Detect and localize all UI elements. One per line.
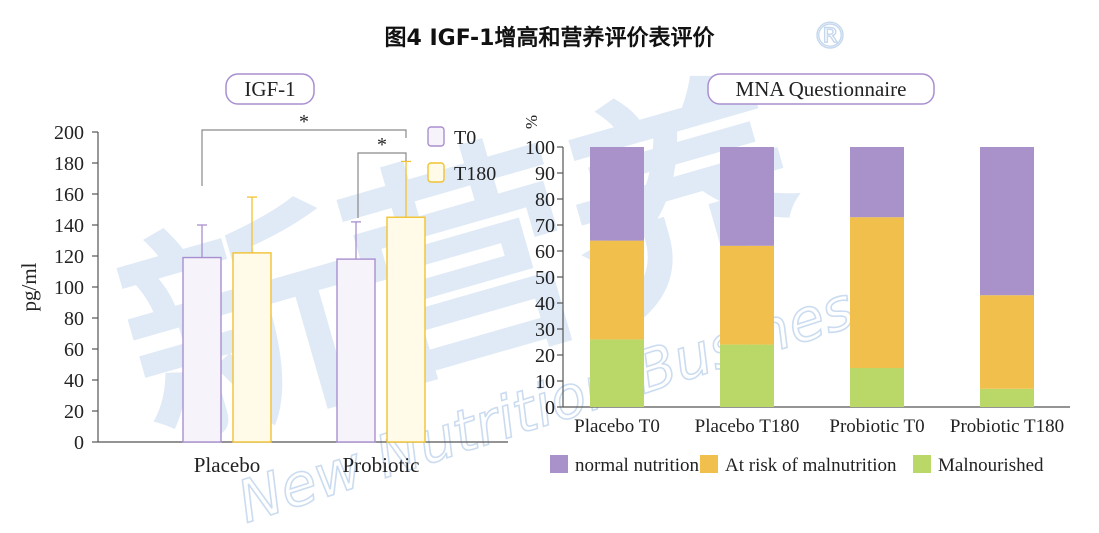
mna-y-axis-label: % (522, 115, 541, 129)
mna-bar-segment (590, 147, 644, 241)
igf1-y-tick-label: 0 (74, 432, 84, 454)
igf1-y-tick-label: 100 (54, 277, 84, 299)
mna-y-tick-label: 80 (535, 189, 555, 211)
mna-bar-segment (980, 147, 1034, 296)
mna-legend-label: normal nutrition (575, 455, 700, 476)
mna-y-tick-label: 0 (545, 397, 555, 419)
mna-legend-label: Malnourished (938, 455, 1044, 476)
igf1-title: IGF-1 (244, 77, 295, 101)
mna-bar-segment (590, 339, 644, 407)
igf1-y-tick-label: 80 (64, 308, 84, 330)
igf1-significance-star: * (377, 134, 387, 156)
igf1-bar (182, 256, 222, 443)
mna-bar-segment (850, 368, 904, 407)
mna-legend-swatch (913, 455, 931, 473)
mna-category-label: Probiotic T0 (829, 416, 924, 437)
mna-legend-label: At risk of malnutrition (725, 455, 897, 476)
igf1-bar (386, 216, 426, 443)
igf1-y-tick-label: 180 (54, 153, 84, 175)
igf1-y-tick-label: 200 (54, 122, 84, 144)
mna-title: MNA Questionnaire (736, 77, 907, 101)
mna-bar-segment (850, 217, 904, 368)
mna-category-label: Placebo T180 (695, 416, 800, 437)
mna-y-tick-label: 50 (535, 267, 555, 289)
mna-y-tick-label: 10 (535, 371, 555, 393)
igf1-bar (336, 258, 376, 443)
mna-category-label: Placebo T0 (574, 416, 660, 437)
mna-bar-segment (720, 344, 774, 407)
igf1-legend-label: T0 (454, 127, 476, 149)
igf1-y-tick-label: 40 (64, 370, 84, 392)
figure-title: 图4 IGF-1增高和营养评价表评价 (384, 26, 715, 51)
mna-title-pill (707, 73, 935, 105)
igf1-y-tick-label: 140 (54, 215, 84, 237)
mna-y-tick-label: 90 (535, 163, 555, 185)
mna-y-tick-label: 20 (535, 345, 555, 367)
mna-y-tick-label: 40 (535, 293, 555, 315)
mna-bar-segment (720, 147, 774, 246)
mna-y-tick-label: 60 (535, 241, 555, 263)
igf1-chart: IGF-1 0 20 40 60 80 100 120 140 160 180 200 pg/ml Pla… (17, 73, 508, 477)
igf1-legend-swatch (427, 162, 445, 183)
igf1-category-label: Probiotic (343, 453, 420, 477)
mna-y-tick-label: 100 (525, 137, 555, 159)
mna-bar-segment (850, 147, 904, 218)
mna-y-tick-label: 70 (535, 215, 555, 237)
igf1-legend-label: T180 (454, 163, 496, 185)
igf1-y-tick-label: 20 (64, 401, 84, 423)
igf1-significance-bracket (357, 152, 407, 218)
watermark-mark-top: ® (812, 16, 848, 57)
mna-y-tick-label: 30 (535, 319, 555, 341)
igf1-significance-star: * (299, 111, 309, 133)
mna-chart: MNA Questionnaire 0 10 20 30 40 50 60 70 80 90 100%… (522, 73, 1070, 476)
igf1-y-tick-label: 120 (54, 246, 84, 268)
igf1-y-tick-label: 160 (54, 184, 84, 206)
igf1-category-label: Placebo (194, 453, 260, 477)
igf1-y-tick-label: 60 (64, 339, 84, 361)
mna-bar-segment (590, 240, 644, 340)
mna-category-label: Probiotic T180 (950, 416, 1064, 437)
igf1-legend-swatch (427, 126, 445, 147)
mna-bar-segment (980, 388, 1034, 407)
mna-legend-swatch (700, 455, 718, 473)
igf1-significance-bracket (201, 129, 407, 186)
mna-bar-segment (720, 245, 774, 345)
igf1-y-axis-label: pg/ml (17, 262, 41, 311)
mna-legend-swatch (550, 455, 568, 473)
igf1-title-pill (225, 73, 315, 105)
mna-bar-segment (980, 295, 1034, 389)
igf1-bar (232, 252, 272, 443)
